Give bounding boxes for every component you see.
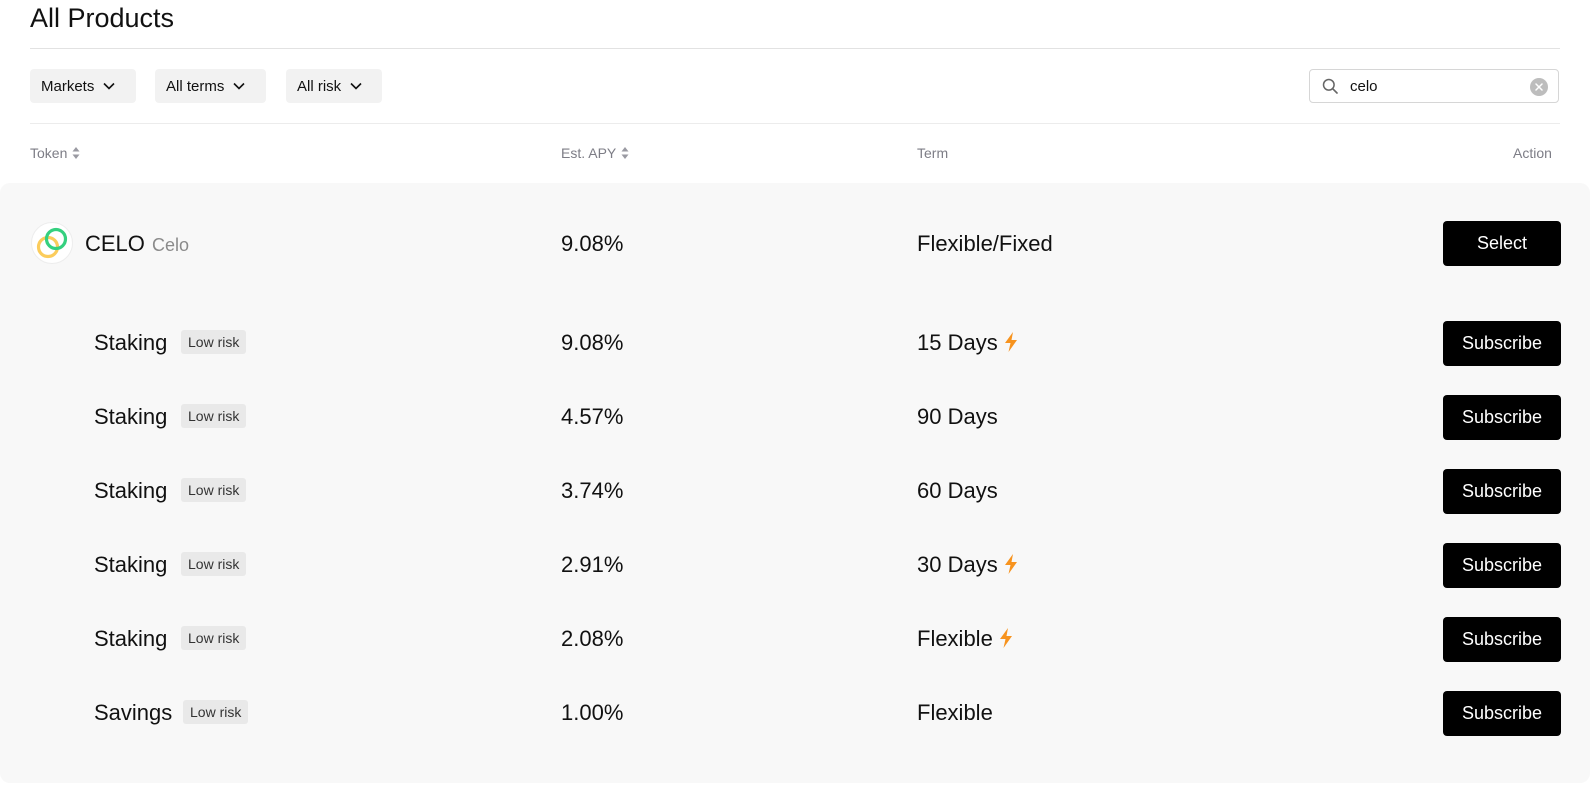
product-term: Flexible: [917, 626, 1013, 652]
risk-badge: Low risk: [181, 552, 247, 576]
search-box: [1309, 69, 1559, 103]
term-header-label: Term: [917, 145, 949, 161]
search-input[interactable]: [1348, 76, 1522, 96]
product-name: Savings: [94, 700, 173, 725]
select-button[interactable]: Select: [1443, 221, 1561, 266]
page-title: All Products: [30, 3, 175, 33]
product-term-label: 30 Days: [917, 552, 998, 577]
chevron-down-icon: [350, 80, 362, 92]
title-divider: [30, 48, 1560, 49]
apy-header-label: Est. APY: [561, 145, 617, 161]
lightning-bolt-icon: [999, 628, 1013, 649]
risk-filter-label: All risk: [297, 77, 342, 95]
product-row: Staking Low risk 4.57% 90 Days Subscribe: [0, 378, 1590, 452]
product-term: 30 Days: [917, 552, 1018, 578]
action-header-label: Action: [1513, 145, 1552, 161]
product-row: Staking Low risk 9.08% 15 Days Subscribe: [0, 304, 1590, 378]
product-term: 90 Days: [917, 404, 998, 430]
product-term-label: Flexible: [917, 626, 993, 651]
sort-icon: [621, 147, 629, 159]
markets-filter-dropdown[interactable]: Markets: [30, 69, 136, 103]
product-apy: 4.57%: [561, 404, 624, 429]
product-apy: 2.08%: [561, 626, 624, 651]
token-name: Celo: [152, 235, 190, 255]
product-row: Staking Low risk 3.74% 60 Days Subscribe: [0, 452, 1590, 526]
product-apy: 1.00%: [561, 700, 624, 725]
chevron-down-icon: [233, 80, 245, 92]
product-apy: 3.74%: [561, 478, 624, 503]
lightning-bolt-icon: [1004, 332, 1018, 353]
product-term-label: Flexible: [917, 700, 993, 725]
token-header-label: Token: [30, 145, 68, 161]
product-term: Flexible: [917, 700, 993, 726]
product-name: Staking: [94, 552, 168, 577]
chevron-down-icon: [103, 80, 115, 92]
product-term: 15 Days: [917, 330, 1018, 356]
risk-badge: Low risk: [181, 404, 247, 428]
product-row: Staking Low risk 2.91% 30 Days Subscribe: [0, 526, 1590, 600]
sort-icon: [72, 147, 80, 159]
product-row: Staking Low risk 2.08% Flexible Subscrib…: [0, 600, 1590, 674]
product-term-label: 90 Days: [917, 404, 998, 429]
risk-badge: Low risk: [181, 626, 247, 650]
token-symbol: CELO: [85, 231, 145, 256]
product-term-label: 60 Days: [917, 478, 998, 503]
product-term-label: 15 Days: [917, 330, 998, 355]
product-name: Staking: [94, 478, 168, 503]
risk-badge: Low risk: [181, 330, 247, 354]
product-name: Staking: [94, 330, 168, 355]
token-column-header[interactable]: Token: [30, 145, 80, 161]
risk-filter-dropdown[interactable]: All risk: [286, 69, 382, 103]
product-name: Staking: [94, 404, 168, 429]
products-table-body: CELO Celo 9.08% Flexible/Fixed Select St…: [0, 183, 1590, 783]
subscribe-button[interactable]: Subscribe: [1443, 321, 1561, 366]
product-name: Staking: [94, 626, 168, 651]
product-row: Savings Low risk 1.00% Flexible Subscrib…: [0, 674, 1590, 748]
celo-logo-icon: [31, 222, 73, 264]
product-apy: 9.08%: [561, 330, 624, 355]
risk-badge: Low risk: [181, 478, 247, 502]
terms-filter-dropdown[interactable]: All terms: [155, 69, 266, 103]
product-term: 60 Days: [917, 478, 998, 504]
risk-badge: Low risk: [183, 700, 249, 724]
markets-filter-label: Markets: [41, 77, 95, 95]
token-term: Flexible/Fixed: [917, 231, 1053, 256]
subscribe-button[interactable]: Subscribe: [1443, 691, 1561, 736]
subscribe-button[interactable]: Subscribe: [1443, 469, 1561, 514]
terms-filter-label: All terms: [166, 77, 225, 95]
filters-divider: [30, 123, 1560, 124]
apy-column-header[interactable]: Est. APY: [561, 145, 629, 161]
action-column-header: Action: [1513, 145, 1552, 161]
product-apy: 2.91%: [561, 552, 624, 577]
token-apy: 9.08%: [561, 231, 624, 256]
subscribe-button[interactable]: Subscribe: [1443, 617, 1561, 662]
token-row-celo: CELO Celo 9.08% Flexible/Fixed Select: [0, 183, 1590, 303]
term-column-header: Term: [917, 145, 948, 161]
lightning-bolt-icon: [1004, 554, 1018, 575]
clear-icon[interactable]: [1530, 78, 1548, 96]
subscribe-button[interactable]: Subscribe: [1443, 395, 1561, 440]
search-icon: [1322, 78, 1338, 94]
subscribe-button[interactable]: Subscribe: [1443, 543, 1561, 588]
